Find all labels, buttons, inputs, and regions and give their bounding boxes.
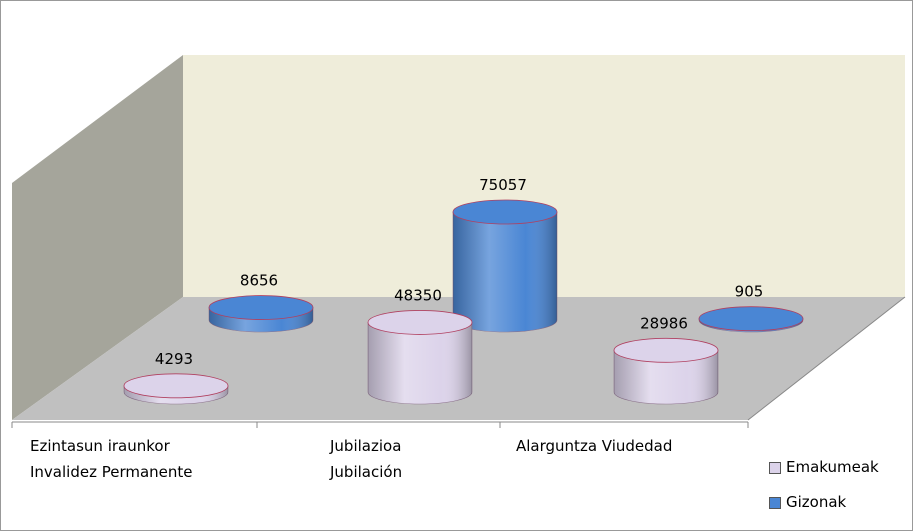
cylinder (698, 306, 804, 333)
cylinder-top (208, 295, 314, 320)
x-tick-label: Jubilazioa Jubilación (330, 437, 403, 481)
cylinder (613, 337, 719, 405)
cylinder-shade (368, 322, 472, 404)
cylinder (452, 199, 558, 333)
cylinder-shade (453, 212, 557, 332)
cylinder-top (613, 337, 719, 363)
legend-swatch (769, 497, 781, 509)
cylinder (367, 310, 473, 405)
x-tick-label: Ezintasun iraunkor Invalidez Permanente (30, 437, 193, 481)
legend-label: Emakumeak (786, 458, 879, 476)
floor-edge (747, 296, 906, 421)
x-tick-label: Alarguntza Viudedad (516, 437, 673, 455)
value-label: 8656 (240, 272, 278, 290)
cylinder-top (698, 306, 804, 332)
value-label: 75057 (479, 176, 527, 194)
value-label: 48350 (394, 286, 442, 304)
back-wall (183, 55, 905, 297)
x-ticks (11, 422, 749, 428)
cylinder-top (367, 310, 473, 335)
side-wall (12, 55, 183, 420)
legend-label: Gizonak (786, 493, 847, 511)
value-label: 4293 (155, 350, 193, 368)
cylinder-top (452, 199, 558, 225)
cylinder-top (123, 373, 229, 399)
legend-swatch (769, 462, 781, 474)
value-label: 28986 (640, 314, 688, 332)
value-label: 905 (735, 283, 764, 301)
cylinder (123, 373, 229, 405)
cylinder-shade (614, 350, 718, 404)
cylinder (208, 295, 314, 333)
